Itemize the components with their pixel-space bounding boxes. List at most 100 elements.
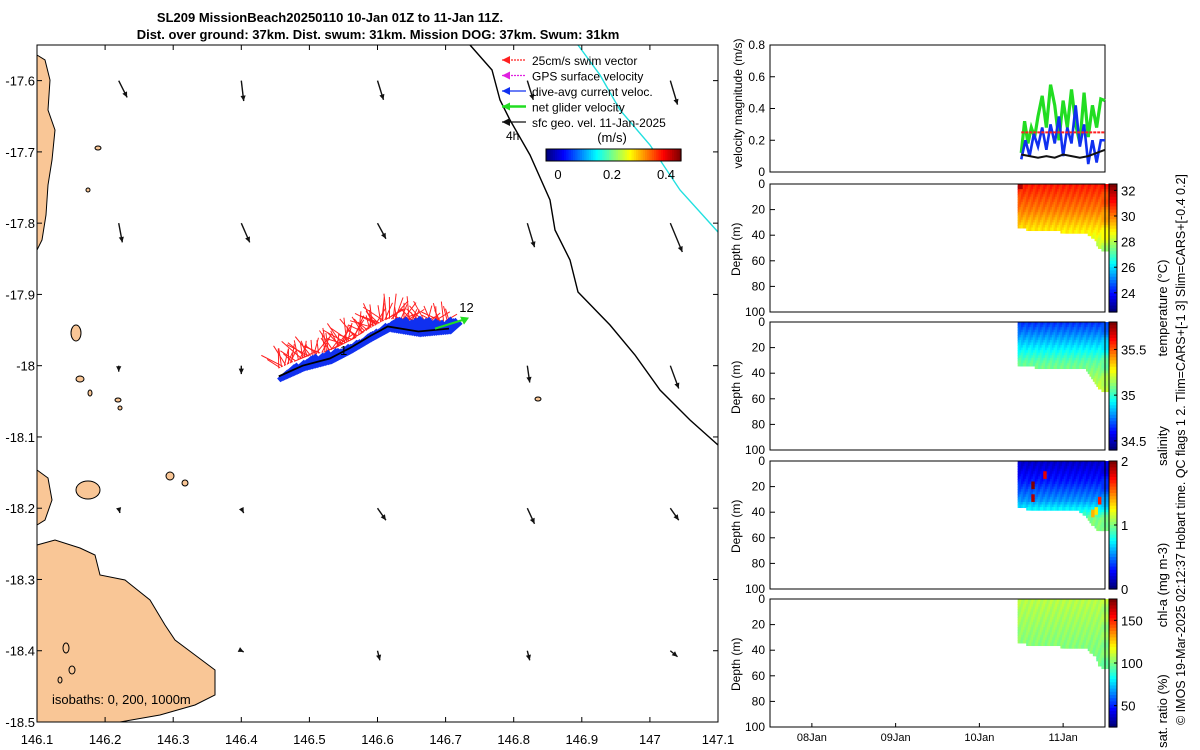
salinity-cbar-cell: [1109, 363, 1117, 368]
temperature-cbar-cell: [1109, 222, 1117, 227]
chl-cbar-cell: [1109, 560, 1117, 564]
sfc-vector-head: [530, 241, 536, 248]
colorbar-tick-label: 0.4: [657, 167, 675, 182]
salinity-cbar-cell: [1109, 338, 1117, 342]
oxygen-cbar-cell: [1109, 621, 1117, 626]
salinity-cbar-cell: [1109, 379, 1117, 384]
salinity-cbar-cell: [1109, 360, 1117, 365]
oxygen-frame: [769, 598, 1106, 728]
temperature-cbar-cell: [1109, 241, 1117, 246]
sfc-vector-head: [529, 93, 535, 100]
track-annotation: 12: [459, 300, 473, 315]
colorbar-tick-label: 0: [554, 167, 561, 182]
colorbar-cell: [595, 149, 599, 161]
y-tick-label: 60: [752, 669, 766, 683]
x-tick-label: 146.1: [21, 732, 54, 747]
coast-mid: [36, 469, 53, 526]
chl-cbar-cell: [1109, 505, 1117, 510]
y-tick-label: 60: [752, 254, 766, 268]
oxygen-cbar-tick-label: 150: [1121, 613, 1143, 628]
salinity-cbar-cell: [1109, 328, 1117, 333]
oxygen-cbar-cell: [1109, 720, 1117, 725]
y-tick-label: -18: [16, 359, 35, 374]
sfc-vector-head: [674, 382, 680, 389]
salinity-cbar-cell: [1109, 446, 1117, 451]
salinity-cbar-cell: [1109, 443, 1117, 448]
chl-cbar-cell: [1109, 483, 1117, 488]
y-tick-label: 100: [745, 582, 765, 596]
oxygen-cbar-cell: [1109, 624, 1117, 629]
swim-vector: [261, 354, 284, 367]
y-tick-label: 80: [752, 417, 766, 431]
sfc-vector-head: [380, 514, 386, 521]
salinity-cbar-cell: [1109, 331, 1117, 336]
x-tick-label: 146.2: [89, 732, 122, 747]
island: [534, 396, 542, 402]
y-tick-label: -17.7: [5, 145, 35, 160]
island: [117, 405, 123, 411]
y-tick-label: 100: [745, 720, 765, 734]
chl-cbar-cell: [1109, 528, 1117, 532]
sfc-vector-head: [237, 647, 244, 652]
swim-vector: [337, 334, 352, 340]
y-tick-label: -18.3: [5, 572, 35, 587]
velocity-series-sfc: [1021, 148, 1106, 159]
temperature-cbar-cell: [1109, 257, 1117, 262]
island: [68, 665, 76, 675]
y-tick-label: 40: [752, 643, 766, 657]
swim-vector: [334, 336, 357, 349]
swim-vector: [280, 350, 296, 362]
swim-vector: [321, 333, 326, 352]
oxygen-cbar-cell: [1109, 711, 1117, 715]
sfc-vector-head: [238, 507, 244, 514]
colorbar-cell: [597, 149, 601, 161]
x-tick-label: 147.1: [702, 732, 735, 747]
oxygen-cbar-cell: [1109, 637, 1117, 642]
island: [87, 389, 93, 397]
island: [181, 479, 189, 487]
chl-cbar-cell: [1109, 477, 1117, 481]
chl-cbar-cell: [1109, 480, 1117, 484]
swim-vector: [394, 306, 398, 321]
colorbar-cell: [624, 149, 628, 161]
colorbar-cell: [577, 149, 581, 161]
temperature-cbar-tick-label: 26: [1121, 260, 1135, 275]
colorbar-cell: [645, 149, 648, 161]
salinity-cbar-cell: [1109, 382, 1117, 387]
swim-vector: [300, 340, 308, 357]
x-tick-label: 10Jan: [964, 732, 994, 744]
swim-vector: [282, 353, 294, 363]
temperature-cbar-cell: [1109, 203, 1117, 207]
swim-vector: [322, 329, 346, 343]
swim-vector: [281, 341, 302, 359]
temperature-cbar-cell: [1109, 292, 1117, 297]
chl-cbar-tick-label: 2: [1121, 454, 1128, 469]
y-tick-label: 100: [745, 305, 765, 319]
salinity-cbar-cell: [1109, 434, 1117, 438]
sfc-vector-head: [245, 236, 250, 243]
swim-vector: [387, 308, 404, 319]
salinity-cbar-cell: [1109, 386, 1117, 390]
salinity-cbar-cell: [1109, 414, 1117, 419]
swim-vector: [347, 324, 364, 333]
swim-vector: [326, 338, 344, 345]
y-tick-label: 60: [752, 531, 766, 545]
temperature-cbar-cell: [1109, 184, 1117, 188]
temperature-cbar-cell: [1109, 267, 1117, 271]
legend-label: sfc geo. vel. 11-Jan-2025: [532, 116, 666, 130]
oxygen-cbar-cell: [1109, 685, 1117, 690]
oxygen-cbar-cell: [1109, 663, 1117, 667]
sfc-vector-head: [238, 368, 244, 375]
colorbar-frame: [545, 148, 682, 162]
swim-vector: [329, 327, 350, 341]
swim-vector: [413, 300, 427, 324]
swim-vector: [382, 303, 385, 322]
colorbar-cell: [622, 149, 626, 161]
oxygen-cbar-cell: [1109, 650, 1117, 654]
colorbar-cell: [615, 149, 619, 161]
sfc-vector-head: [526, 376, 532, 383]
colorbar-cell: [575, 149, 579, 161]
swim-vector: [392, 293, 397, 320]
swim-vector: [354, 312, 377, 325]
colorbar-cell: [564, 149, 567, 161]
